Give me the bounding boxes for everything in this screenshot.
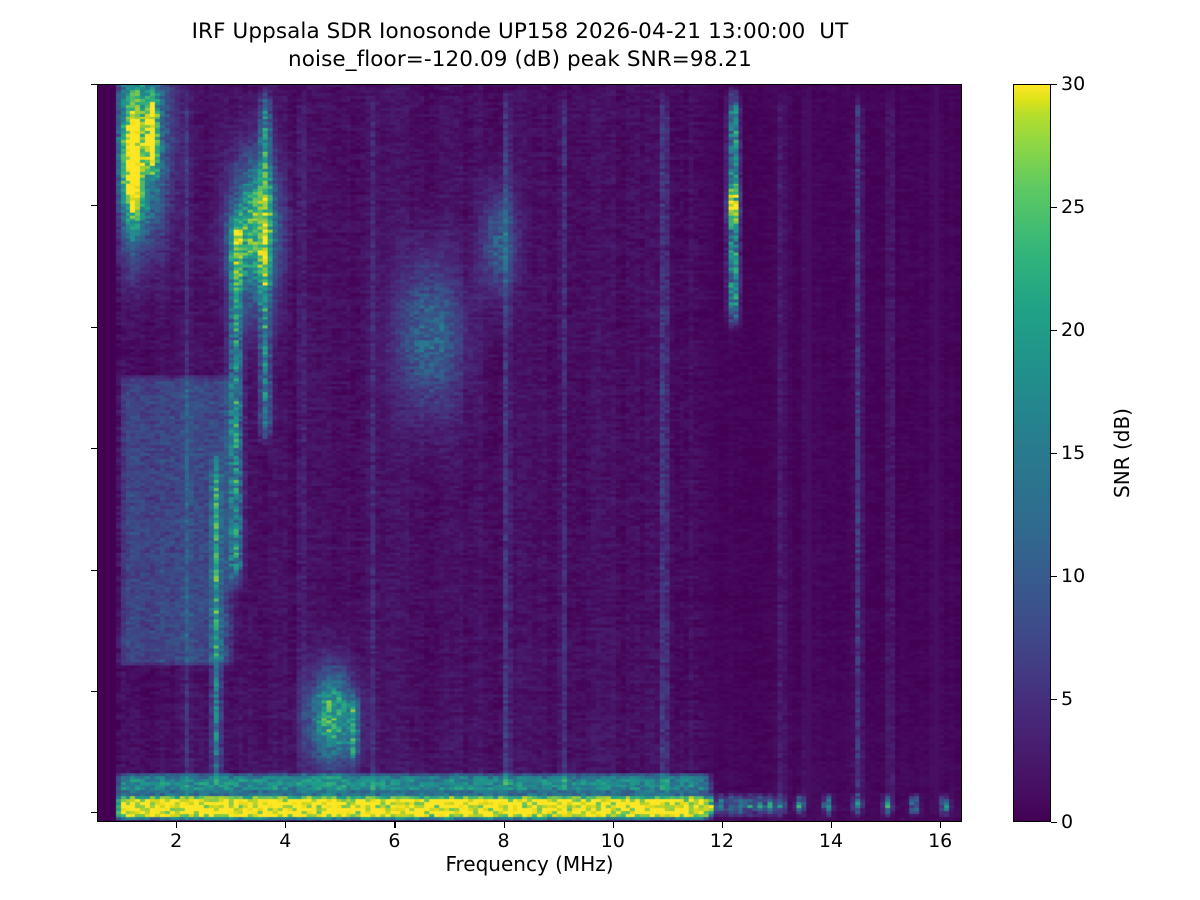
x-tick-mark	[285, 822, 287, 828]
ionogram-plot-area	[97, 84, 962, 822]
colorbar-tick-mark	[1051, 84, 1057, 86]
y-tick-mark	[91, 448, 97, 450]
x-axis-label: Frequency (MHz)	[445, 852, 614, 876]
chart-title: IRF Uppsala SDR Ionosonde UP158 2026-04-…	[0, 18, 1040, 75]
colorbar-tick-mark	[1051, 576, 1057, 578]
colorbar-tick-mark	[1051, 822, 1057, 824]
x-axis-ticks: 2 4 6 8 10 12 14 16	[97, 822, 962, 862]
y-tick-mark	[91, 84, 97, 86]
x-tick-mark	[394, 822, 396, 828]
y-tick-mark	[91, 812, 97, 814]
title-line-2: noise_floor=-120.09 (dB) peak SNR=98.21	[288, 47, 752, 73]
colorbar-tick-label: 25	[1061, 196, 1086, 218]
x-tick-mark	[612, 822, 614, 828]
colorbar-gradient	[1013, 84, 1051, 822]
colorbar-tick-label: 10	[1061, 565, 1086, 587]
colorbar-ticks: 0 5 10 15 20 25 30	[1051, 73, 1200, 833]
colorbar-tick-mark	[1051, 699, 1057, 701]
colorbar-tick-mark	[1051, 453, 1057, 455]
title-line-1: IRF Uppsala SDR Ionosonde UP158 2026-04-…	[191, 19, 849, 44]
x-tick-label: 6	[388, 830, 401, 852]
y-tick-mark	[91, 205, 97, 207]
colorbar-tick-label: 0	[1061, 811, 1074, 833]
x-tick-mark	[721, 822, 723, 828]
colorbar-tick-mark	[1051, 330, 1057, 332]
y-tick-mark	[91, 690, 97, 692]
colorbar-label-wrap: SNR (dB)	[1110, 84, 1134, 822]
colorbar-tick-label: 5	[1061, 688, 1074, 710]
y-tick-mark	[91, 326, 97, 328]
colorbar-tick-label: 30	[1061, 73, 1086, 95]
ionogram-heatmap	[98, 85, 961, 821]
colorbar-tick-label: 15	[1061, 442, 1086, 464]
y-tick-mark	[91, 569, 97, 571]
x-tick-label: 10	[600, 830, 625, 852]
x-tick-label: 16	[928, 830, 953, 852]
y-axis-label-wrap: Virtual range (km)	[0, 84, 1, 822]
x-tick-label: 4	[279, 830, 292, 852]
colorbar-tick-label: 20	[1061, 319, 1086, 341]
x-tick-label: 2	[170, 830, 183, 852]
x-tick-label: 12	[709, 830, 734, 852]
colorbar-tick-mark	[1051, 207, 1057, 209]
x-tick-label: 14	[818, 830, 844, 852]
y-axis-ticks: 0100200300400500600	[91, 84, 98, 822]
x-tick-mark	[503, 822, 505, 828]
x-tick-mark	[831, 822, 833, 828]
x-tick-mark	[176, 822, 178, 828]
x-tick-label: 8	[497, 830, 510, 852]
x-tick-mark	[940, 822, 942, 828]
colorbar-label: SNR (dB)	[1110, 408, 1134, 498]
